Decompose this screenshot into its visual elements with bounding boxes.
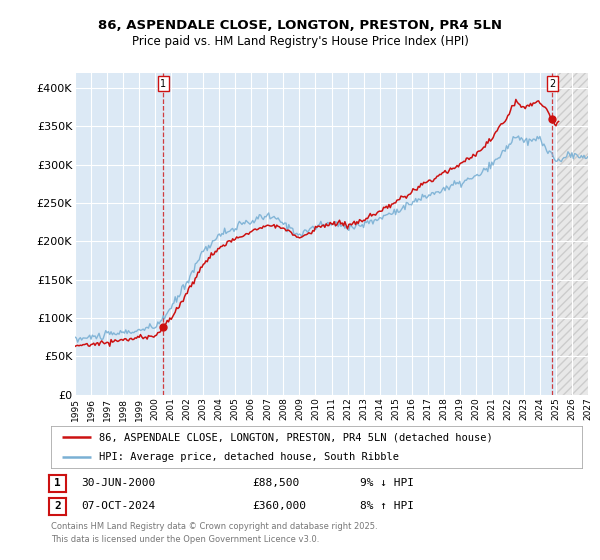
Text: 1: 1 [54, 478, 61, 488]
Text: £360,000: £360,000 [252, 501, 306, 511]
Text: 86, ASPENDALE CLOSE, LONGTON, PRESTON, PR4 5LN: 86, ASPENDALE CLOSE, LONGTON, PRESTON, P… [98, 18, 502, 32]
Text: 2: 2 [549, 78, 556, 88]
Text: £88,500: £88,500 [252, 478, 299, 488]
Text: 1: 1 [160, 78, 166, 88]
Text: 86, ASPENDALE CLOSE, LONGTON, PRESTON, PR4 5LN (detached house): 86, ASPENDALE CLOSE, LONGTON, PRESTON, P… [99, 432, 493, 442]
Text: 30-JUN-2000: 30-JUN-2000 [81, 478, 155, 488]
Text: 9% ↓ HPI: 9% ↓ HPI [360, 478, 414, 488]
Text: HPI: Average price, detached house, South Ribble: HPI: Average price, detached house, Sout… [99, 452, 399, 462]
Text: Price paid vs. HM Land Registry's House Price Index (HPI): Price paid vs. HM Land Registry's House … [131, 35, 469, 49]
Text: Contains HM Land Registry data © Crown copyright and database right 2025.
This d: Contains HM Land Registry data © Crown c… [51, 522, 377, 544]
Text: 2: 2 [54, 501, 61, 511]
Text: 07-OCT-2024: 07-OCT-2024 [81, 501, 155, 511]
Text: 8% ↑ HPI: 8% ↑ HPI [360, 501, 414, 511]
Bar [556, 73, 588, 395]
